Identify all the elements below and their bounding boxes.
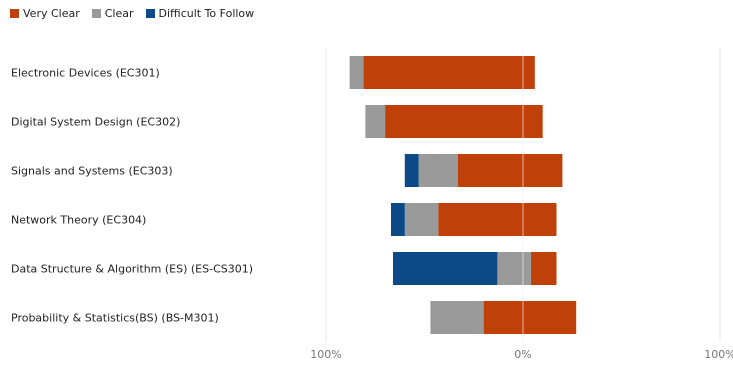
legend-swatch (10, 9, 19, 18)
category-label: Electronic Devices (EC301) (11, 67, 160, 80)
category-label: Network Theory (EC304) (11, 214, 146, 227)
bar-very-clear (363, 56, 535, 89)
legend-swatch (145, 9, 155, 18)
bar-clear (418, 154, 458, 187)
bar-very-clear (483, 301, 577, 334)
category-label: Probability & Statistics(BS) (BS-M301) (11, 312, 219, 325)
bar-very-clear (457, 154, 563, 187)
x-tick-label: 0% (514, 348, 531, 361)
bar-clear (430, 301, 484, 334)
bar-clear (404, 203, 439, 236)
legend-item: Very Clear (10, 7, 80, 20)
bar-very-clear (530, 252, 557, 285)
bar-difficult-to-follow (404, 154, 419, 187)
legend-swatch (91, 9, 101, 18)
x-tick-label: 100% (310, 348, 341, 361)
bar-clear (365, 105, 386, 138)
legend-label: Very Clear (23, 7, 80, 20)
legend-label: Clear (104, 7, 134, 20)
category-label: Digital System Design (EC302) (11, 116, 180, 129)
bar-very-clear (438, 203, 557, 236)
bar-difficult-to-follow (392, 252, 498, 285)
legend-item: Difficult To Follow (145, 7, 255, 20)
category-label: Signals and Systems (EC303) (11, 165, 173, 178)
legend-label: Difficult To Follow (158, 7, 255, 20)
bar-difficult-to-follow (391, 203, 405, 236)
bar-clear (497, 252, 531, 285)
x-tick-label: 100% (704, 348, 733, 361)
bar-very-clear (385, 105, 543, 138)
bar-clear (349, 56, 364, 89)
category-label: Data Structure & Algorithm (ES) (ES-CS30… (11, 263, 253, 276)
legend: Very Clear Clear Difficult To Follow (10, 7, 266, 20)
legend-item: Clear (91, 7, 134, 20)
